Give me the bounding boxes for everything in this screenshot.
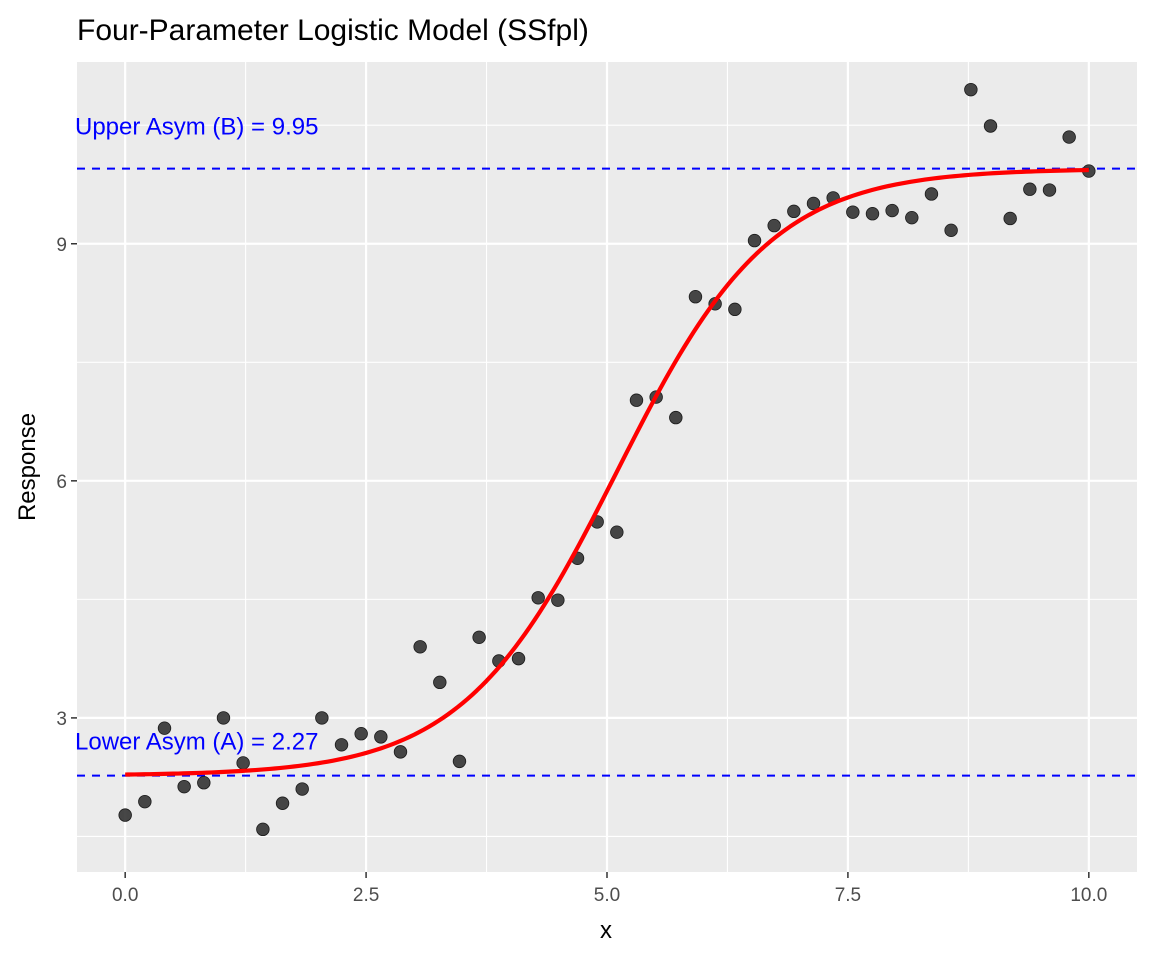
- data-point: [256, 822, 270, 837]
- data-point: [118, 808, 132, 822]
- data-point: [787, 204, 801, 219]
- data-point: [924, 187, 939, 201]
- data-point: [688, 290, 703, 304]
- data-point: [1023, 182, 1037, 196]
- reference-label-0: Upper Asym (B) = 9.95: [75, 114, 318, 141]
- data-point: [1042, 183, 1057, 197]
- chart-title: Four-Parameter Logistic Model (SSfpl): [77, 14, 589, 47]
- data-point: [1003, 211, 1017, 226]
- data-point: [334, 738, 349, 752]
- data-point: [236, 756, 250, 770]
- annotations: Upper Asym (B) = 9.95 Lower Asym (A) = 2.…: [75, 114, 318, 756]
- data-point: [747, 233, 762, 248]
- data-points: [118, 82, 1096, 837]
- data-point: [531, 591, 545, 605]
- data-point: [315, 711, 329, 725]
- x-tick-label: 0.0: [112, 885, 138, 906]
- data-point: [452, 754, 467, 769]
- data-point: [865, 207, 880, 221]
- data-point: [767, 218, 781, 233]
- x-tick-label: 5.0: [594, 885, 620, 906]
- data-point: [354, 727, 368, 741]
- fit-curve: [125, 167, 1089, 777]
- y-tick-label: 3: [56, 709, 67, 730]
- data-point: [964, 82, 978, 97]
- data-point: [944, 223, 958, 238]
- data-point: [629, 393, 644, 407]
- data-point: [669, 410, 683, 425]
- data-point: [413, 640, 427, 654]
- x-tick-label: 2.5: [353, 885, 379, 906]
- data-point: [551, 593, 565, 607]
- x-axis-title: x: [600, 917, 612, 944]
- y-axis-title: Response: [14, 413, 41, 521]
- data-point: [846, 205, 860, 219]
- data-point: [374, 730, 388, 744]
- reference-lines: [77, 167, 1137, 777]
- y-tick-label: 6: [56, 472, 67, 493]
- data-point: [885, 203, 899, 218]
- data-point: [905, 210, 919, 225]
- data-point: [610, 525, 624, 539]
- data-point: [983, 119, 998, 133]
- data-point: [511, 651, 526, 666]
- data-point: [295, 782, 309, 796]
- data-point: [1062, 130, 1076, 144]
- reference-label-1: Lower Asym (A) = 2.27: [75, 729, 318, 756]
- data-point: [433, 675, 447, 690]
- data-point: [728, 302, 742, 317]
- x-tick-label: 10.0: [1070, 885, 1107, 906]
- data-point: [275, 796, 290, 810]
- data-point: [177, 779, 191, 794]
- y-tick-label: 9: [56, 235, 67, 256]
- grid-lines: [77, 62, 1137, 872]
- data-point: [216, 711, 231, 725]
- fit-curve-layer: [125, 167, 1089, 777]
- data-point: [157, 721, 172, 735]
- data-point: [472, 630, 486, 644]
- data-point: [393, 745, 408, 759]
- x-tick-label: 7.5: [835, 885, 861, 906]
- data-point: [138, 794, 152, 809]
- data-point: [197, 776, 211, 790]
- data-point: [806, 196, 821, 211]
- axes: 0.0 2.5 5.0 7.5 10.0 3 6 9: [56, 235, 1107, 906]
